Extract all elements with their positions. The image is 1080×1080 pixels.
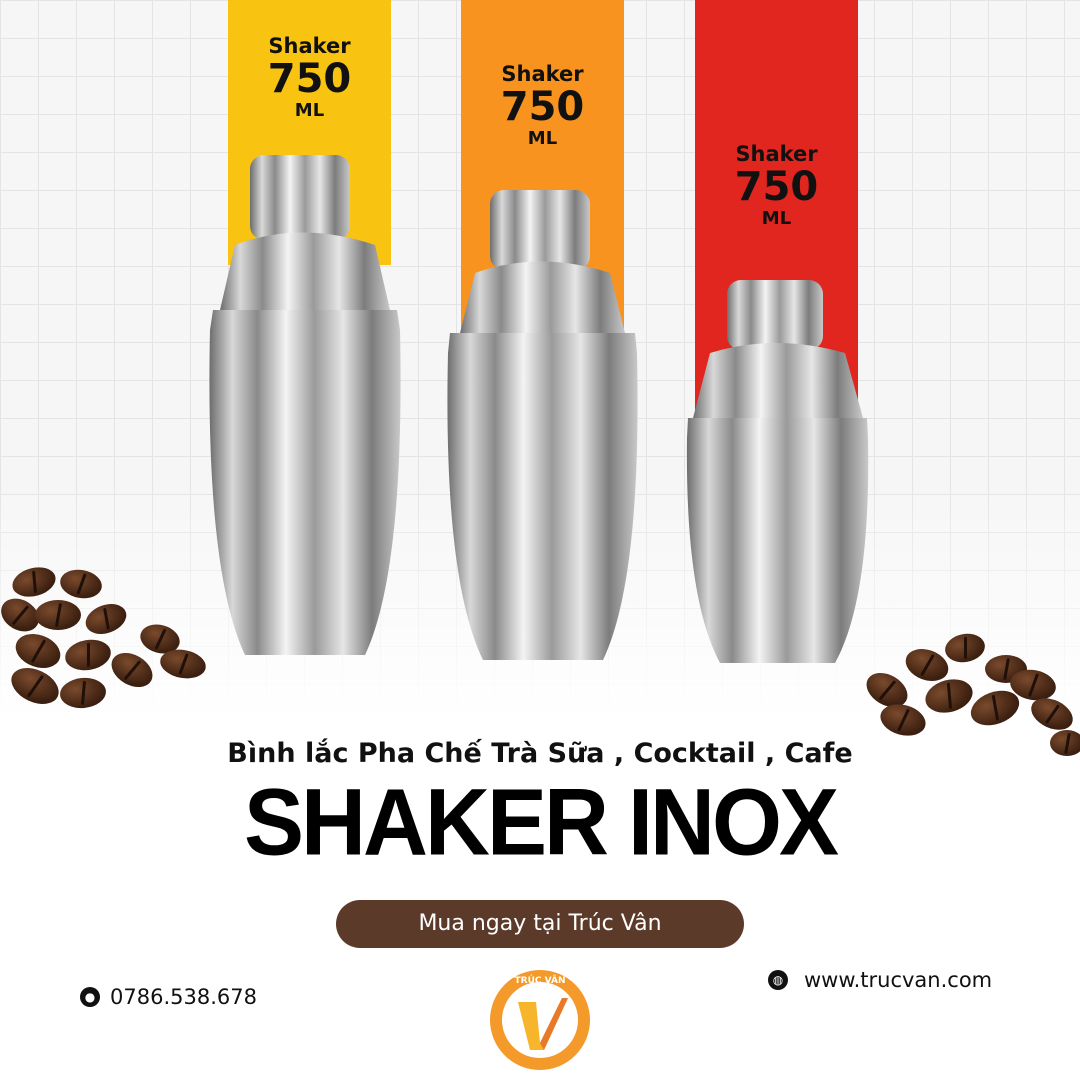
main-title: SHAKER INOX [243, 770, 839, 876]
banner-label: Shaker [501, 62, 584, 86]
banner-volume: 750 [267, 56, 352, 102]
globe-icon: ◍ [768, 970, 788, 990]
shaker-small [686, 280, 869, 663]
website-contact[interactable]: ◍ www.trucvan.com [768, 968, 992, 992]
subtitle: Bình lắc Pha Chế Trà Sữa , Cocktail , Ca… [227, 738, 853, 769]
banner-volume: 750 [500, 84, 585, 130]
buy-now-button[interactable]: Mua ngay tại Trúc Vân [336, 900, 744, 948]
phone-number: 0786.538.678 [110, 985, 257, 1009]
shaker-medium [447, 190, 638, 660]
svg-text:TRÚC VÂN: TRÚC VÂN [515, 974, 566, 986]
shaker-large [209, 155, 401, 655]
banner-unit: ML [527, 128, 558, 149]
phone-contact: ● 0786.538.678 [80, 985, 257, 1009]
banner-label: Shaker [268, 34, 351, 58]
website-url[interactable]: www.trucvan.com [804, 968, 993, 992]
person-icon: ● [80, 987, 100, 1007]
truc-van-logo: TRÚC VÂN [490, 970, 590, 1070]
banner-unit: ML [294, 100, 325, 121]
banner-volume: 750 [734, 164, 819, 210]
banner-label: Shaker [735, 142, 818, 166]
banner-unit: ML [761, 208, 792, 229]
